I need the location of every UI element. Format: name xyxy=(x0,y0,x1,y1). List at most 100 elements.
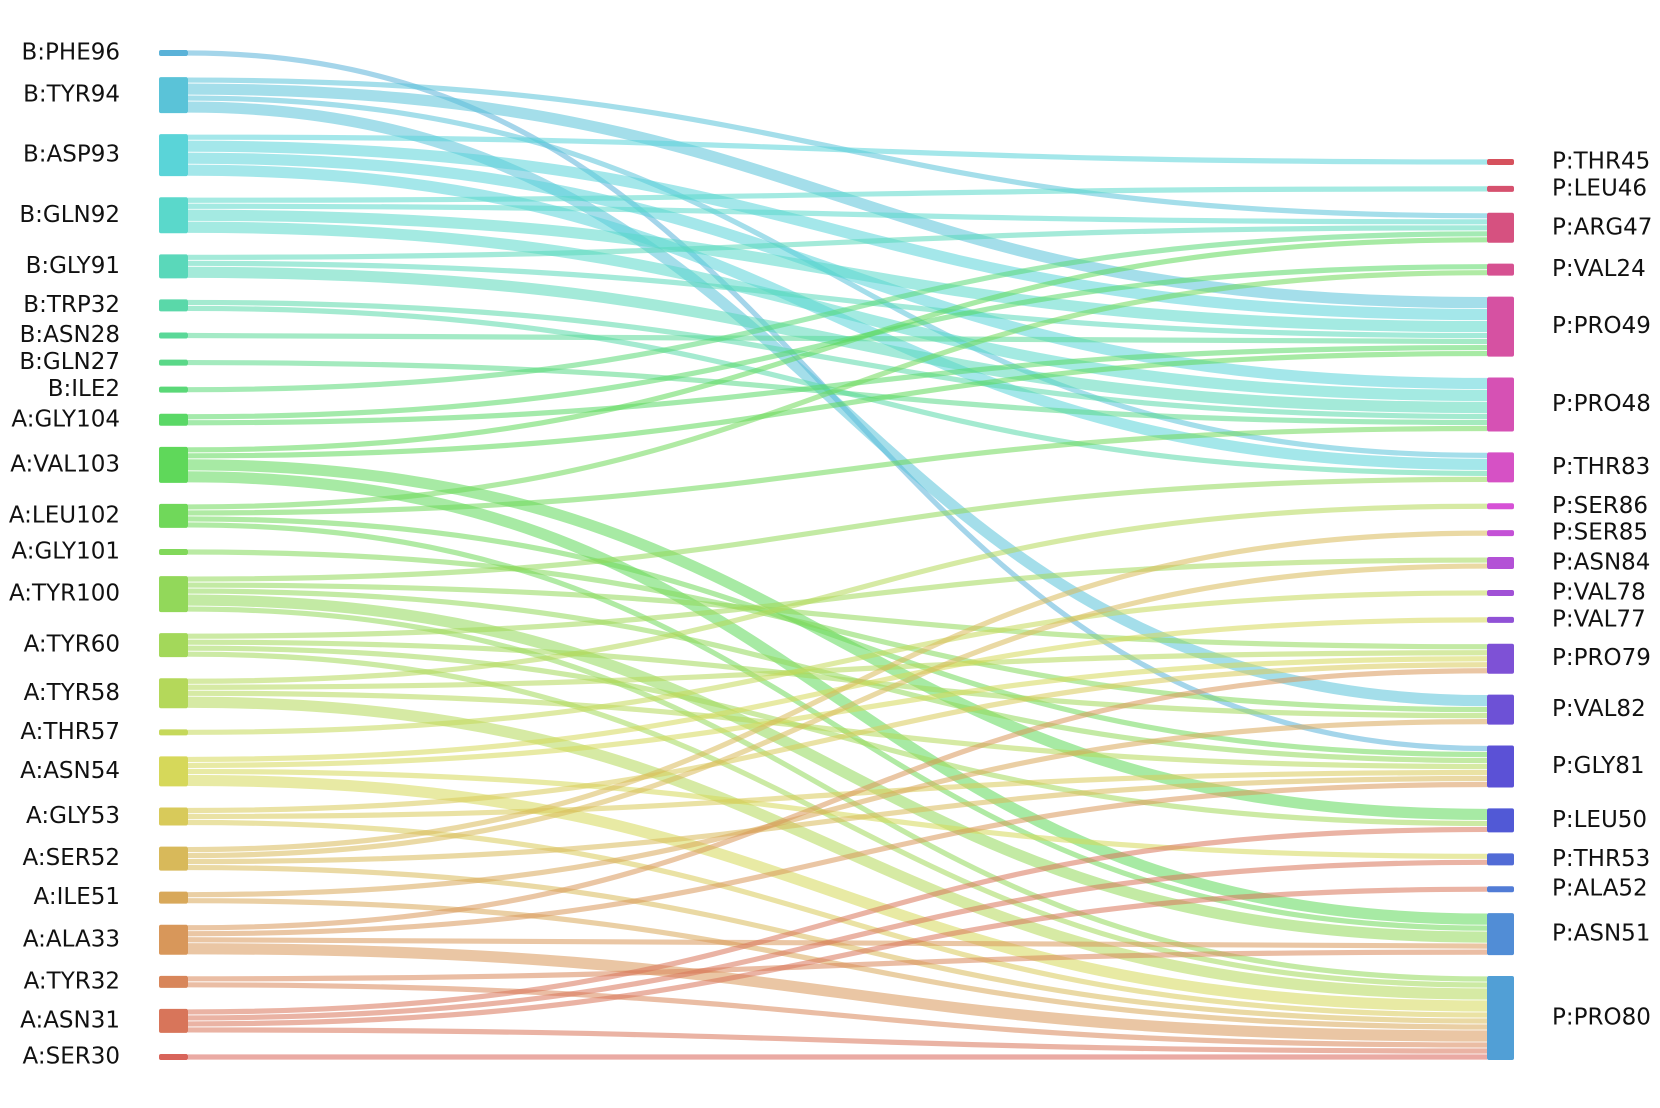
source-node xyxy=(159,729,188,736)
source-node xyxy=(159,332,188,339)
source-label: A:ILE51 xyxy=(34,884,120,910)
source-label: A:GLY53 xyxy=(26,803,120,829)
interaction-link xyxy=(187,140,1488,321)
target-label: P:LEU50 xyxy=(1552,807,1647,833)
source-label: A:ASN54 xyxy=(20,758,120,784)
interaction-link xyxy=(187,590,1488,735)
target-label: P:ALA52 xyxy=(1552,876,1648,902)
target-node xyxy=(1487,185,1514,192)
source-node xyxy=(159,386,188,393)
interaction-link xyxy=(187,549,1488,713)
source-label: A:TYR100 xyxy=(9,581,120,607)
source-node xyxy=(159,678,188,709)
source-label: A:LEU102 xyxy=(9,502,120,528)
source-node xyxy=(159,846,188,871)
target-label: P:VAL82 xyxy=(1552,696,1646,722)
target-node xyxy=(1487,503,1514,510)
interaction-link xyxy=(187,231,1488,393)
source-label: B:ILE2 xyxy=(48,376,120,402)
target-label: P:LEU46 xyxy=(1552,175,1647,201)
interaction-link xyxy=(187,134,1488,165)
interaction-link xyxy=(187,425,1488,516)
source-node xyxy=(159,891,188,904)
interaction-link xyxy=(187,471,1488,925)
source-node xyxy=(159,924,188,955)
target-node xyxy=(1487,212,1514,243)
interaction-link xyxy=(187,696,1488,1000)
target-node xyxy=(1487,263,1514,276)
source-node xyxy=(159,254,188,279)
source-label: A:SER30 xyxy=(23,1044,120,1070)
source-label: A:GLY104 xyxy=(11,406,120,432)
source-label: A:SER52 xyxy=(23,845,120,871)
interaction-link xyxy=(187,164,1488,470)
interaction-link xyxy=(187,639,1488,719)
interaction-link xyxy=(187,774,1488,1012)
source-node xyxy=(159,134,188,177)
source-label: A:THR57 xyxy=(20,719,120,745)
source-label: B:PHE96 xyxy=(22,40,121,66)
target-label: P:THR45 xyxy=(1552,149,1650,175)
source-node xyxy=(159,1054,188,1060)
interaction-link xyxy=(187,650,1488,690)
interaction-link xyxy=(187,344,1488,426)
interaction-link xyxy=(187,203,1488,225)
source-label: B:GLN27 xyxy=(19,349,120,375)
interaction-link xyxy=(187,594,1488,943)
interaction-link xyxy=(187,209,1488,333)
source-label: B:TYR94 xyxy=(23,82,120,108)
target-label: P:GLY81 xyxy=(1552,753,1645,779)
target-node xyxy=(1487,452,1514,483)
interaction-link xyxy=(187,522,1488,931)
target-node xyxy=(1487,694,1514,725)
interaction-link xyxy=(187,237,1488,453)
target-node xyxy=(1487,530,1514,537)
target-label: P:SER86 xyxy=(1552,493,1648,519)
interaction-link xyxy=(187,264,1488,420)
source-node xyxy=(159,549,188,555)
target-label: P:PRO79 xyxy=(1552,645,1651,671)
interaction-link xyxy=(187,476,1488,582)
source-node xyxy=(159,503,188,528)
source-node xyxy=(159,299,188,312)
interaction-link xyxy=(187,662,1488,814)
nodes: B:PHE96 B:TYR94 B:ASP93 B:GLN92 B:GLY91 B:TRP… xyxy=(9,40,1653,1070)
interaction-link xyxy=(187,516,1488,758)
interaction-link xyxy=(187,350,1488,459)
target-node xyxy=(1487,589,1514,596)
source-label: A:TYR60 xyxy=(24,632,120,658)
target-node xyxy=(1487,616,1514,623)
target-node xyxy=(1487,886,1514,893)
interaction-link xyxy=(187,859,1488,1021)
interaction-link xyxy=(187,826,1488,1015)
interaction-link xyxy=(187,668,1488,931)
source-label: B:ASP93 xyxy=(23,142,120,168)
target-node xyxy=(1487,377,1514,432)
interaction-link xyxy=(187,225,1488,260)
interaction-link xyxy=(187,769,1488,820)
target-label: P:PRO49 xyxy=(1552,313,1651,339)
source-label: A:ASN31 xyxy=(20,1007,120,1033)
interaction-link xyxy=(187,582,1488,650)
source-node xyxy=(159,77,188,114)
target-label: P:ASN84 xyxy=(1552,550,1650,576)
target-label: P:VAL77 xyxy=(1552,606,1646,632)
source-node xyxy=(159,50,188,56)
interaction-link xyxy=(187,781,1488,937)
target-label: P:PRO80 xyxy=(1552,1005,1651,1031)
source-node xyxy=(159,413,188,426)
target-label: P:PRO48 xyxy=(1552,391,1651,417)
interaction-link xyxy=(187,1027,1488,1054)
target-label: P:ARG47 xyxy=(1552,214,1652,240)
source-node xyxy=(159,807,188,826)
target-label: P:THR53 xyxy=(1552,846,1650,872)
source-node xyxy=(159,1008,188,1033)
source-label: A:GLY101 xyxy=(11,539,120,565)
source-label: A:ALA33 xyxy=(23,926,120,952)
interaction-link xyxy=(187,260,1488,339)
interaction-link xyxy=(187,530,1488,853)
interaction-link xyxy=(187,557,1488,639)
target-node xyxy=(1487,159,1514,165)
target-label: P:THR83 xyxy=(1552,454,1650,480)
